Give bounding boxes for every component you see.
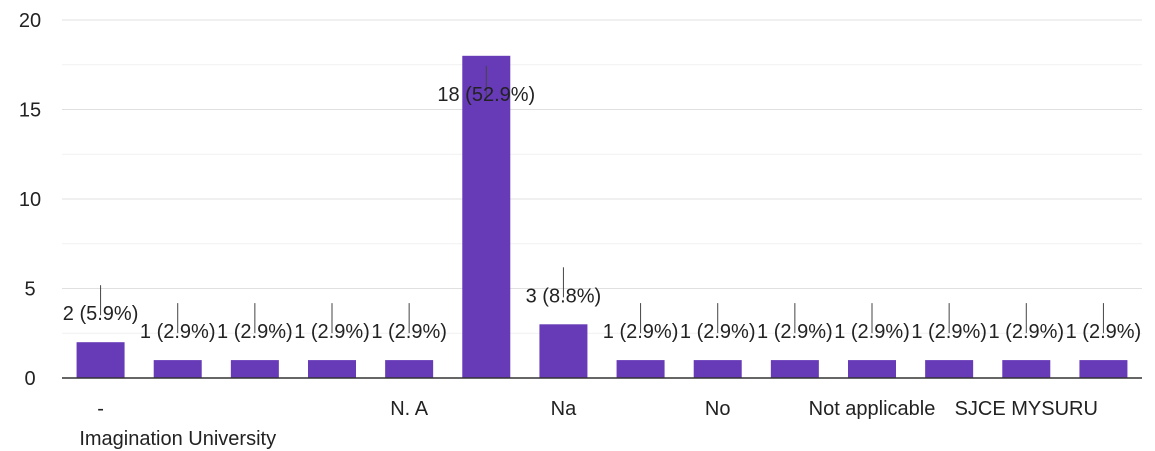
x-tick-label: Not applicable — [809, 398, 936, 420]
x-tick-label: N. A — [390, 398, 428, 420]
y-tick-label: 5 — [24, 279, 35, 301]
bar — [385, 360, 434, 378]
data-label: 3 (8.8%) — [526, 285, 602, 307]
bar — [848, 360, 896, 378]
x-axis: - Imagination University N. A Na No Not appli… — [79, 398, 1098, 450]
data-label: 1 (2.9%) — [988, 321, 1064, 343]
x-tick-label: SJCE MYSURU — [955, 398, 1098, 420]
y-tick-label: 15 — [19, 100, 41, 122]
data-label: 1 (2.9%) — [603, 321, 679, 343]
data-label: 1 (2.9%) — [140, 321, 216, 343]
data-label: 1 (2.9%) — [834, 321, 910, 343]
y-axis: 0 5 10 15 20 — [19, 10, 41, 390]
bar — [230, 360, 279, 378]
x-tick-label: Imagination University — [79, 428, 276, 450]
data-label: 1 (2.9%) — [680, 321, 756, 343]
bar — [153, 360, 202, 378]
data-label: 18 (52.9%) — [437, 84, 535, 106]
bar — [539, 324, 588, 378]
bar — [462, 55, 511, 379]
x-tick-label: Na — [551, 398, 577, 420]
bar — [925, 360, 974, 378]
bar — [308, 360, 356, 378]
gridlines — [62, 19, 1142, 379]
data-label: 2 (5.9%) — [63, 303, 139, 325]
bar — [1079, 360, 1128, 378]
data-label: 1 (2.9%) — [757, 321, 833, 343]
x-tick-label: No — [705, 398, 731, 420]
data-labels: 2 (5.9%)1 (2.9%) 1 (2.9%) 1 (2.9%) 1 (2.9%)… — [63, 65, 1142, 343]
data-label: 1 (2.9%) — [371, 321, 447, 343]
y-tick-label: 20 — [19, 10, 41, 32]
x-tick-label: - — [97, 398, 104, 420]
y-tick-label: 10 — [19, 189, 41, 211]
bar — [616, 360, 665, 378]
bars — [76, 55, 1128, 379]
data-label: 1 (2.9%) — [217, 321, 293, 343]
data-label: 1 (2.9%) — [1066, 321, 1142, 343]
bar — [770, 360, 819, 378]
bar — [76, 342, 125, 378]
data-label: 1 (2.9%) — [911, 321, 987, 343]
bar — [693, 360, 742, 378]
bar — [1002, 360, 1051, 378]
data-label: 1 (2.9%) — [294, 321, 370, 343]
y-tick-label: 0 — [24, 368, 35, 390]
